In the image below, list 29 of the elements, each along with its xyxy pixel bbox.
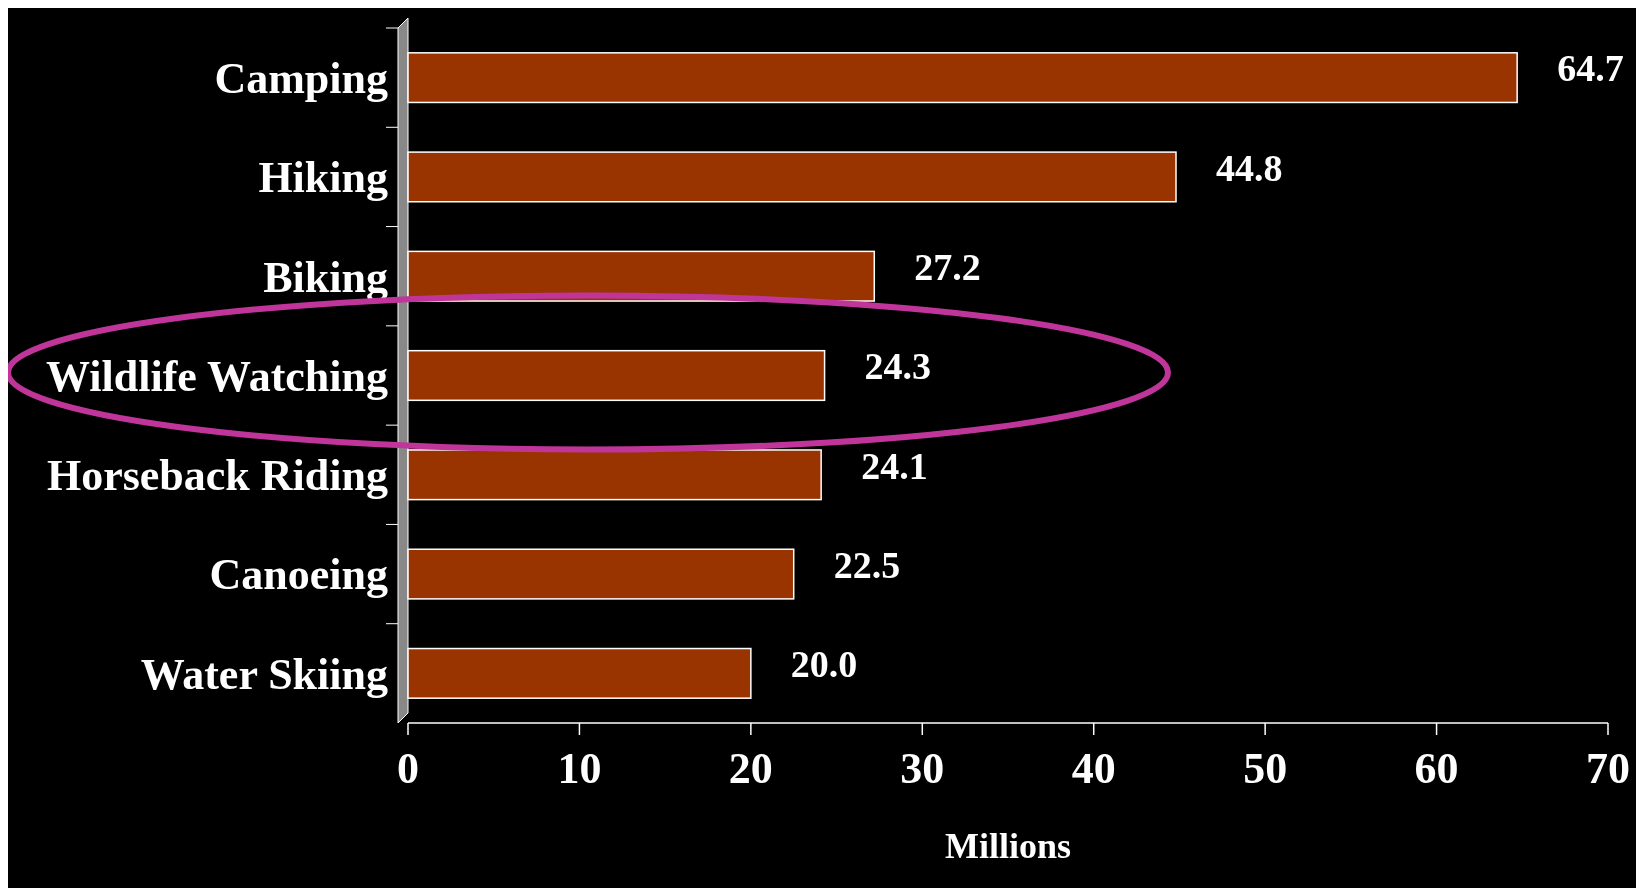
- y-tick-label: Biking: [263, 252, 388, 302]
- y-tick-label: Camping: [214, 54, 388, 104]
- x-tick-label: 40: [1071, 744, 1116, 793]
- data-label: 22.5: [833, 543, 901, 586]
- bar: [407, 647, 752, 699]
- y-tick-label: Wildlife Watching: [46, 351, 388, 401]
- x-tick-label: 30: [900, 744, 945, 793]
- y-tick-label: Hiking: [258, 153, 388, 203]
- x-tick-label: 20: [728, 744, 773, 793]
- data-label: 24.1: [861, 444, 928, 487]
- data-label: 44.8: [1216, 146, 1283, 189]
- data-label: 27.2: [914, 246, 981, 289]
- bar: [407, 449, 822, 501]
- x-tick-label: 10: [557, 744, 602, 793]
- x-axis-title: Millions: [944, 826, 1072, 866]
- x-tick-label: 70: [1586, 744, 1630, 793]
- x-tick-label: 60: [1414, 744, 1459, 793]
- y-tick-label: Canoeing: [209, 550, 388, 600]
- y-tick-label: Water Skiing: [140, 649, 388, 699]
- bar: [407, 151, 1177, 203]
- x-tick-label: 0: [397, 744, 419, 793]
- bar: [407, 548, 795, 600]
- data-label: 24.3: [864, 345, 932, 388]
- bar: [407, 52, 1518, 104]
- data-label: 64.7: [1557, 47, 1624, 90]
- y-tick-label: Horseback Riding: [46, 451, 388, 501]
- x-tick-label: 50: [1243, 744, 1288, 793]
- bar: [407, 349, 826, 402]
- data-label: 20.0: [790, 643, 858, 686]
